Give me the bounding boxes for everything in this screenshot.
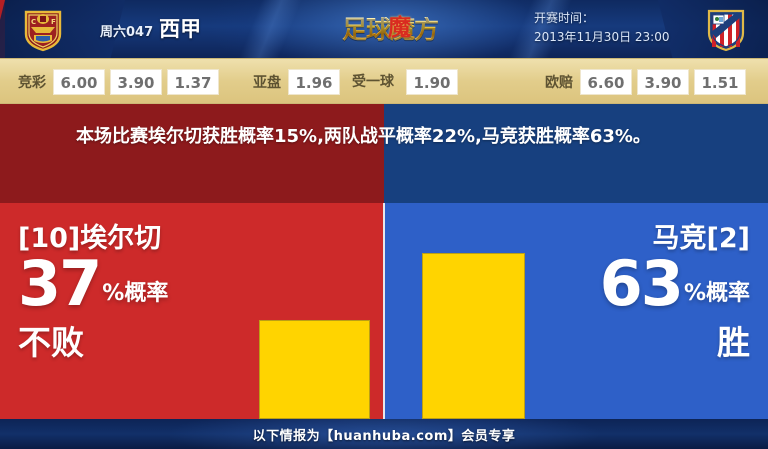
away-probability-row: 63 %概率	[495, 247, 750, 320]
footer-bar: 以下情报为【huanhuba.com】会员专享	[0, 419, 768, 449]
header-sheen-left	[225, 0, 315, 58]
odds-group-yapan: 亚盘 1.96 受一球 1.90	[253, 59, 463, 105]
home-probability-bar	[259, 320, 370, 419]
prediction-summary-banner: 本场比赛埃尔切获胜概率15%,两队战平概率22%,马竞获胜概率63%。	[0, 104, 768, 203]
odds-jingcai-draw[interactable]: 3.90	[110, 69, 162, 95]
prediction-summary-text: 本场比赛埃尔切获胜概率15%,两队战平概率22%,马竞获胜概率63%。	[76, 126, 651, 147]
membership-notice: 以下情报为【huanhuba.com】会员专享	[253, 425, 516, 444]
kickoff-time: 开赛时间： 2013年11月30日 23:00	[534, 9, 669, 47]
away-probability-value: 63	[599, 247, 684, 320]
home-probability-row: 37 %概率	[18, 247, 273, 320]
kickoff-value: 2013年11月30日 23:00	[534, 30, 670, 44]
home-panel: [10]埃尔切 37 %概率 不败	[18, 203, 273, 419]
banner-left-half	[0, 104, 384, 203]
odds-group-jingcai: 竞彩 6.00 3.90 1.37	[18, 59, 224, 105]
odds-yapan-handicap: 受一球	[352, 74, 394, 90]
away-team-crest-icon	[707, 9, 745, 52]
odds-yapan-away[interactable]: 1.90	[406, 69, 458, 95]
away-verdict: 胜	[717, 322, 750, 362]
odds-oupei-draw[interactable]: 3.90	[637, 69, 689, 95]
odds-bar: 竞彩 6.00 3.90 1.37 亚盘 1.96 受一球 1.90 欧赔 6.…	[0, 58, 768, 104]
odds-oupei-home[interactable]: 6.60	[580, 69, 632, 95]
probability-chart: [10]埃尔切 37 %概率 不败 马竞[2] 63 %概率 胜	[0, 203, 768, 419]
away-team-name: 马竞[2]	[652, 223, 750, 254]
panel-divider	[383, 203, 385, 419]
league-info: 周六047 西甲	[100, 13, 201, 43]
odds-jingcai-home[interactable]: 6.00	[53, 69, 105, 95]
site-logo-accent: 魔	[388, 15, 411, 41]
away-panel: 马竞[2] 63 %概率 胜	[495, 203, 750, 419]
away-probability-unit: %概率	[683, 280, 750, 306]
home-team-crest-icon: C F	[24, 10, 62, 52]
odds-label-oupei: 欧赔	[545, 75, 573, 91]
site-logo[interactable]: 足球魔方 魔	[330, 6, 450, 52]
odds-group-oupei: 欧赔 6.60 3.90 1.51	[545, 59, 751, 105]
odds-yapan-home[interactable]: 1.96	[288, 69, 340, 95]
header-bar: C F 周六047 西甲 足球魔方 魔 开赛时间： 2013年11月30日 23:…	[0, 0, 768, 58]
membership-notice-suffix: 】会员专享	[447, 428, 516, 444]
odds-jingcai-away[interactable]: 1.37	[167, 69, 219, 95]
svg-text:F: F	[51, 18, 56, 26]
home-probability-unit: %概率	[102, 280, 169, 306]
site-logo-text: 足球魔方	[341, 14, 439, 44]
membership-notice-prefix: 以下情报为【	[252, 428, 334, 444]
match-round: 周六047	[100, 25, 154, 40]
svg-text:C: C	[31, 18, 36, 26]
league-name: 西甲	[159, 17, 202, 41]
away-probability-bar	[422, 253, 525, 419]
site-domain[interactable]: huanhuba.com	[333, 428, 448, 444]
home-verdict: 不败	[18, 322, 84, 362]
banner-right-half	[384, 104, 768, 203]
odds-label-jingcai: 竞彩	[18, 75, 46, 91]
odds-oupei-away[interactable]: 1.51	[694, 69, 746, 95]
home-probability-value: 37	[18, 247, 102, 320]
kickoff-label: 开赛时间：	[534, 11, 595, 25]
odds-label-yapan: 亚盘	[253, 75, 281, 91]
home-team-name: [10]埃尔切	[18, 223, 162, 254]
